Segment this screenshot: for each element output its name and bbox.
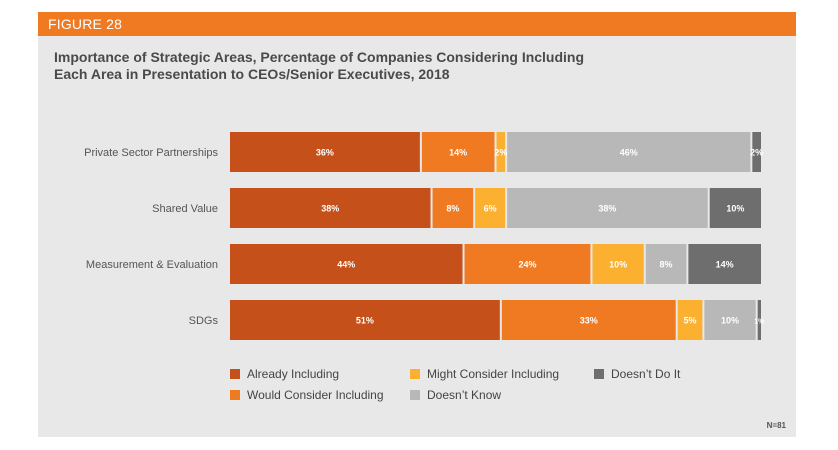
legend-label-doesnt-do-it: Doesn’t Do It [611, 367, 681, 381]
bar-sdgs-doesn-t-do-it [757, 300, 761, 340]
chart-title-line-2: Each Area in Presentation to CEOs/Senior… [54, 66, 450, 82]
data-label-sdgs-doesn-t-know: 10% [721, 316, 739, 326]
figure-header: FIGURE 28 [38, 12, 796, 36]
bar-shared-value-would-consider-including [432, 188, 474, 228]
bar-private-sector-partnerships-doesn-t-know [507, 132, 751, 172]
legend-swatch-already-including [230, 369, 240, 379]
figure-panel: FIGURE 28 Importance of Strategic Areas,… [38, 12, 796, 437]
bar-sdgs-already-including [230, 300, 500, 340]
data-label-sdgs-already-including: 51% [356, 316, 374, 326]
data-label-sdgs-doesn-t-do-it: 1% [754, 319, 765, 326]
bar-sdgs-doesn-t-know [704, 300, 756, 340]
legend-swatch-doesnt-do-it [594, 369, 604, 379]
legend-item-doesnt-know: Doesn’t Know [410, 388, 501, 402]
data-label-measurement-evaluation-doesn-t-do-it: 14% [716, 260, 734, 270]
bar-private-sector-partnerships-doesn-t-do-it [752, 132, 761, 172]
data-label-sdgs-would-consider-including: 33% [580, 316, 598, 326]
category-label-measurement-evaluation: Measurement & Evaluation [86, 259, 218, 271]
bar-measurement-evaluation-doesn-t-do-it [688, 244, 761, 284]
data-label-measurement-evaluation-already-including: 44% [337, 260, 355, 270]
chart-title-line-1: Importance of Strategic Areas, Percentag… [54, 49, 585, 65]
data-label-sdgs-might-consider-including: 5% [684, 316, 697, 326]
data-label-shared-value-already-including: 38% [321, 204, 339, 214]
legend-swatch-might-consider [410, 369, 420, 379]
bar-sdgs-might-consider-including [677, 300, 703, 340]
data-label-private-sector-partnerships-doesn-t-do-it: 2% [750, 148, 763, 158]
data-label-private-sector-partnerships-might-consider-including: 2% [494, 148, 507, 158]
legend-item-might-consider: Might Consider Including [410, 367, 559, 381]
bar-private-sector-partnerships-already-including [230, 132, 420, 172]
legend-item-doesnt-do-it: Doesn’t Do It [594, 367, 680, 381]
legend-label-would-consider: Would Consider Including [247, 388, 384, 402]
bar-private-sector-partnerships-would-consider-including [421, 132, 495, 172]
bar-measurement-evaluation-would-consider-including [464, 244, 591, 284]
data-label-shared-value-doesn-t-do-it: 10% [726, 204, 744, 214]
data-label-measurement-evaluation-doesn-t-know: 8% [660, 260, 673, 270]
category-label-sdgs: SDGs [189, 315, 219, 327]
bar-shared-value-doesn-t-know [507, 188, 708, 228]
data-label-shared-value-would-consider-including: 8% [446, 204, 459, 214]
category-label-private-sector-partnerships: Private Sector Partnerships [84, 147, 218, 159]
legend-label-already-including: Already Including [247, 367, 340, 381]
data-label-measurement-evaluation-might-consider-including: 10% [609, 260, 627, 270]
chart-legend: Already Including Might Consider Includi… [230, 367, 750, 407]
bar-measurement-evaluation-might-consider-including [592, 244, 644, 284]
bar-shared-value-might-consider-including [475, 188, 506, 228]
legend-item-would-consider: Would Consider Including [230, 388, 384, 402]
bar-private-sector-partnerships-might-consider-including [496, 132, 506, 172]
data-label-shared-value-might-consider-including: 6% [484, 204, 497, 214]
legend-label-might-consider: Might Consider Including [427, 367, 560, 381]
legend-swatch-doesnt-know [410, 390, 420, 400]
bar-measurement-evaluation-already-including [230, 244, 463, 284]
chart-title: Importance of Strategic Areas, Percentag… [54, 49, 754, 83]
bar-measurement-evaluation-doesn-t-know [645, 244, 687, 284]
data-label-private-sector-partnerships-already-including: 36% [316, 148, 334, 158]
legend-swatch-would-consider [230, 390, 240, 400]
category-label-shared-value: Shared Value [152, 203, 218, 215]
data-label-shared-value-doesn-t-know: 38% [598, 204, 616, 214]
stacked-bar-chart: Private Sector Partnerships 36% 14% 2% 46% 2%… [84, 132, 765, 340]
bar-shared-value-already-including [230, 188, 431, 228]
data-label-private-sector-partnerships-doesn-t-know: 46% [620, 148, 638, 158]
legend-label-doesnt-know: Doesn’t Know [427, 388, 502, 402]
bar-sdgs-would-consider-including [501, 300, 676, 340]
bar-shared-value-doesn-t-do-it [709, 188, 761, 228]
legend-item-already-including: Already Including [230, 367, 339, 381]
data-label-measurement-evaluation-would-consider-including: 24% [518, 260, 536, 270]
sample-size-note: N=81 [766, 421, 786, 430]
data-label-private-sector-partnerships-would-consider-including: 14% [449, 148, 467, 158]
